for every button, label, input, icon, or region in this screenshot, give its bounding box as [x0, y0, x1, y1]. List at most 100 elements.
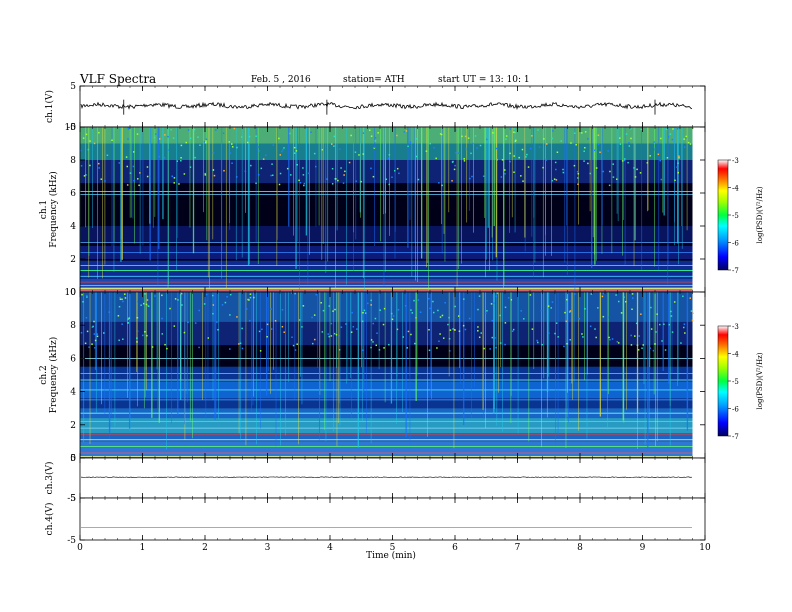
- psd-speckle: [625, 300, 627, 303]
- psd-speckle: [108, 311, 110, 313]
- psd-speckle: [691, 319, 694, 321]
- psd-speckle: [452, 328, 454, 330]
- colorbar-tick-label: -6: [732, 240, 739, 248]
- psd-speckle: [178, 183, 180, 185]
- psd-speckle: [382, 323, 385, 326]
- psd-speckle: [505, 138, 507, 140]
- psd-speckle: [527, 166, 530, 168]
- panel-ylabel: ch.3(V): [44, 462, 55, 495]
- psd-speckle: [364, 312, 367, 314]
- psd-speckle: [203, 303, 206, 305]
- psd-speckle: [478, 295, 481, 297]
- psd-speckle: [294, 292, 296, 295]
- psd-speckle: [185, 141, 188, 144]
- psd-speckle: [331, 183, 334, 185]
- psd-speckle: [158, 155, 161, 158]
- psd-speckle: [554, 161, 557, 164]
- psd-speckle: [595, 167, 598, 169]
- psd-speckle: [177, 299, 179, 301]
- psd-speckle: [562, 171, 565, 174]
- psd-speckle: [212, 169, 215, 171]
- x-tick-label: 5: [390, 543, 396, 553]
- y-tick-label: 2: [70, 421, 76, 431]
- psd-speckle: [690, 310, 693, 312]
- psd-speckle: [331, 167, 334, 170]
- psd-speckle: [597, 143, 600, 146]
- psd-speckle: [388, 343, 390, 346]
- psd-speckle: [84, 342, 87, 345]
- psd-speckle: [616, 178, 618, 180]
- psd-speckle: [286, 167, 289, 170]
- psd-speckle: [612, 163, 614, 165]
- psd-speckle: [638, 335, 640, 337]
- psd-speckle: [86, 294, 88, 297]
- psd-speckle: [361, 320, 364, 323]
- psd-speckle: [597, 134, 600, 137]
- psd-speckle: [640, 313, 642, 315]
- psd-speckle: [198, 346, 200, 349]
- psd-speckle: [229, 314, 231, 316]
- psd-speckle: [146, 175, 149, 178]
- psd-speckle: [362, 132, 365, 134]
- psd-speckle: [293, 146, 296, 149]
- psd-speckle: [173, 177, 176, 179]
- psd-speckle: [294, 349, 297, 351]
- psd-speckle: [620, 312, 623, 314]
- psd-speckle: [417, 299, 420, 301]
- psd-speckle: [330, 322, 333, 325]
- psd-speckle: [85, 174, 87, 176]
- psd-speckle: [415, 155, 418, 158]
- psd-speckle: [388, 183, 390, 186]
- ch2-spectrogram-panel: 0 2 4 6 8 10 ch.2 Frequency (kHz): [39, 288, 706, 464]
- psd-speckle: [404, 305, 407, 307]
- psd-speckle: [194, 156, 196, 159]
- psd-speckle: [403, 131, 406, 133]
- psd-speckle: [529, 147, 532, 150]
- psd-speckle: [333, 135, 336, 138]
- psd-speckle: [486, 310, 488, 312]
- psd-speckle: [563, 345, 565, 348]
- psd-speckle: [236, 316, 238, 318]
- psd-speckle: [291, 336, 293, 339]
- spectral-band: [80, 260, 693, 279]
- psd-speckle: [161, 333, 164, 335]
- psd-speckle: [204, 141, 207, 144]
- psd-speckle: [630, 128, 632, 130]
- psd-speckle: [351, 311, 353, 314]
- psd-speckle: [504, 306, 507, 309]
- psd-speckle: [569, 310, 572, 312]
- psd-speckle: [595, 336, 597, 339]
- psd-speckle: [619, 143, 622, 145]
- psd-speckle: [477, 326, 479, 328]
- psd-speckle: [344, 323, 347, 325]
- psd-speckle: [189, 137, 192, 140]
- psd-speckle: [226, 296, 228, 298]
- psd-speckle: [180, 144, 183, 147]
- psd-speckle: [547, 305, 550, 307]
- psd-speckle: [132, 165, 135, 168]
- psd-speckle: [656, 313, 658, 315]
- psd-speckle: [514, 131, 517, 134]
- psd-speckle: [623, 296, 625, 298]
- psd-speckle: [683, 326, 685, 329]
- psd-speckle: [193, 128, 196, 131]
- psd-speckle: [429, 142, 431, 145]
- psd-speckle: [569, 339, 571, 341]
- psd-speckle: [146, 299, 149, 301]
- x-tick-label: 0: [77, 543, 83, 553]
- psd-speckle: [513, 155, 515, 157]
- psd-speckle: [111, 139, 113, 141]
- psd-speckle: [546, 143, 548, 145]
- psd-speckle: [289, 132, 291, 135]
- psd-speckle: [255, 135, 257, 138]
- psd-speckle: [370, 299, 372, 302]
- panel-ylabel: ch.1: [39, 200, 49, 219]
- psd-speckle: [451, 180, 453, 182]
- psd-speckle: [383, 347, 385, 349]
- y-tick-label: 0: [70, 288, 76, 298]
- psd-speckle: [233, 127, 236, 130]
- psd-speckle: [104, 180, 106, 182]
- psd-speckle: [205, 293, 208, 296]
- psd-speckle: [367, 302, 369, 305]
- psd-speckle: [171, 175, 174, 178]
